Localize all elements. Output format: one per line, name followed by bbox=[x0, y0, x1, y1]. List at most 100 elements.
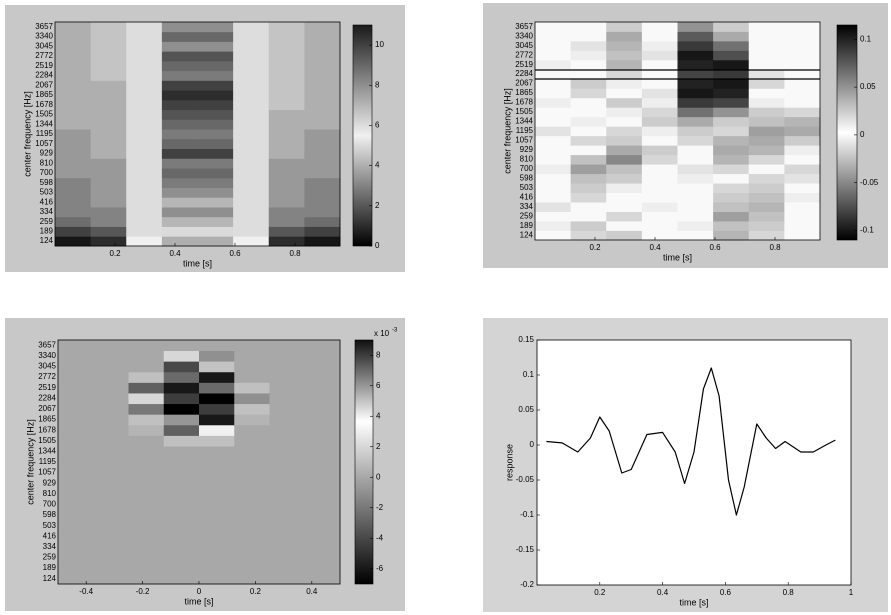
heatmap-cell bbox=[784, 116, 821, 127]
heatmap-cell bbox=[197, 138, 234, 150]
heatmap-cell bbox=[304, 446, 341, 458]
y-tick-label: -0.1 bbox=[520, 510, 534, 519]
heatmap-cell bbox=[304, 456, 341, 468]
heatmap-cell bbox=[784, 192, 821, 203]
x-axis-label: time [s] bbox=[679, 597, 708, 607]
y-tick-label: 3340 bbox=[35, 32, 53, 41]
heatmap-cell bbox=[784, 31, 821, 42]
heatmap-cell bbox=[304, 467, 341, 479]
heatmap-cell bbox=[233, 226, 270, 237]
heatmap-cell bbox=[677, 173, 714, 184]
y-tick-label: 189 bbox=[43, 563, 57, 572]
heatmap-cell bbox=[55, 158, 92, 169]
heatmap-cell bbox=[197, 119, 234, 130]
heatmap-cell bbox=[199, 414, 235, 426]
heatmap-cell bbox=[641, 154, 678, 165]
heatmap-cell bbox=[304, 148, 341, 159]
heatmap-cell bbox=[234, 509, 270, 521]
y-tick-label: 416 bbox=[43, 531, 57, 540]
y-tick-label: 2519 bbox=[35, 61, 53, 70]
heatmap-cell bbox=[126, 158, 163, 169]
heatmap-cell bbox=[233, 109, 270, 120]
heatmap-cell bbox=[234, 350, 270, 362]
heatmap-cell bbox=[233, 168, 270, 179]
heatmap-cell bbox=[58, 350, 94, 362]
heatmap-cell bbox=[161, 99, 198, 111]
y-tick-label: 416 bbox=[40, 197, 54, 206]
heatmap-cell bbox=[304, 562, 341, 574]
heatmap-cell bbox=[713, 107, 750, 118]
heatmap-cell bbox=[233, 216, 270, 227]
heatmap-cell bbox=[234, 488, 270, 500]
heatmap-cell bbox=[713, 116, 750, 127]
heatmap-cell bbox=[535, 154, 572, 165]
heatmap-cell bbox=[128, 340, 165, 352]
heatmap-cell bbox=[128, 530, 165, 542]
y-tick-label: 1678 bbox=[35, 100, 53, 109]
heatmap-cell bbox=[58, 499, 94, 511]
heatmap-cell bbox=[199, 488, 235, 500]
heatmap-cell bbox=[606, 69, 643, 80]
heatmap-cell bbox=[197, 80, 234, 91]
heatmap-cell bbox=[269, 562, 306, 574]
x-tick-label: 0.8 bbox=[769, 243, 781, 252]
heatmap-cell bbox=[128, 403, 165, 415]
heatmap-cell bbox=[268, 129, 305, 140]
heatmap-cell bbox=[58, 414, 94, 426]
heatmap-cell bbox=[570, 97, 607, 108]
y-axis-label: response bbox=[504, 444, 514, 481]
heatmap-cell bbox=[163, 424, 200, 436]
heatmap-cell bbox=[268, 119, 305, 130]
heatmap-cell bbox=[199, 456, 235, 468]
heatmap-cell bbox=[268, 148, 305, 159]
heatmap-cell bbox=[677, 221, 714, 231]
y-tick-label: 1344 bbox=[35, 119, 53, 128]
x-tick-label: 0.6 bbox=[720, 588, 732, 597]
heatmap-cell bbox=[748, 107, 785, 118]
y-tick-label: 700 bbox=[43, 500, 57, 509]
heatmap-cell bbox=[268, 187, 305, 198]
heatmap-cell bbox=[234, 382, 270, 394]
heatmap-cell bbox=[304, 90, 341, 101]
heatmap-cell bbox=[128, 350, 165, 362]
heatmap-cell bbox=[713, 97, 750, 108]
response-line bbox=[546, 367, 836, 516]
heatmap-cell bbox=[268, 207, 305, 218]
heatmap-cell bbox=[161, 41, 198, 52]
heatmap-cell bbox=[163, 520, 200, 532]
heatmap-cell bbox=[161, 138, 198, 150]
heatmap-cell bbox=[163, 530, 200, 542]
heatmap-cell bbox=[713, 173, 750, 184]
heatmap-cell bbox=[55, 226, 92, 237]
heatmap-cell bbox=[713, 31, 750, 42]
heatmap-cell bbox=[713, 22, 750, 32]
x-tick-label: 0.4 bbox=[169, 249, 181, 258]
heatmap-cell bbox=[90, 207, 127, 218]
heatmap-cell bbox=[641, 126, 678, 137]
heatmap-cell bbox=[128, 371, 165, 383]
heatmap-cell bbox=[199, 467, 235, 479]
heatmap-cell bbox=[126, 187, 163, 198]
heatmap-cell bbox=[304, 31, 341, 42]
heatmap-cell bbox=[748, 126, 785, 137]
heatmap-cell bbox=[784, 164, 821, 175]
y-tick-label: 3045 bbox=[515, 41, 533, 50]
heatmap-cell bbox=[128, 424, 165, 436]
heatmap-cell bbox=[606, 31, 643, 42]
heatmap-cell bbox=[304, 552, 341, 564]
heatmap-cell bbox=[268, 236, 305, 247]
heatmap-cell bbox=[641, 97, 678, 108]
heatmap-cell bbox=[304, 520, 341, 532]
heatmap-cell bbox=[234, 361, 270, 373]
heatmap-cell bbox=[641, 183, 678, 194]
colorbar-tick-label: 2 bbox=[375, 201, 380, 210]
heatmap-cell bbox=[570, 126, 607, 137]
heatmap-cell bbox=[535, 173, 572, 184]
heatmap-cell bbox=[93, 467, 129, 479]
y-tick-label: 2519 bbox=[38, 383, 56, 392]
x-tick-label: 0.2 bbox=[250, 587, 262, 596]
heatmap-cell bbox=[58, 530, 94, 542]
heatmap-cell bbox=[199, 509, 235, 521]
x-axis-label: time [s] bbox=[663, 252, 692, 262]
heatmap-cell bbox=[304, 340, 341, 352]
